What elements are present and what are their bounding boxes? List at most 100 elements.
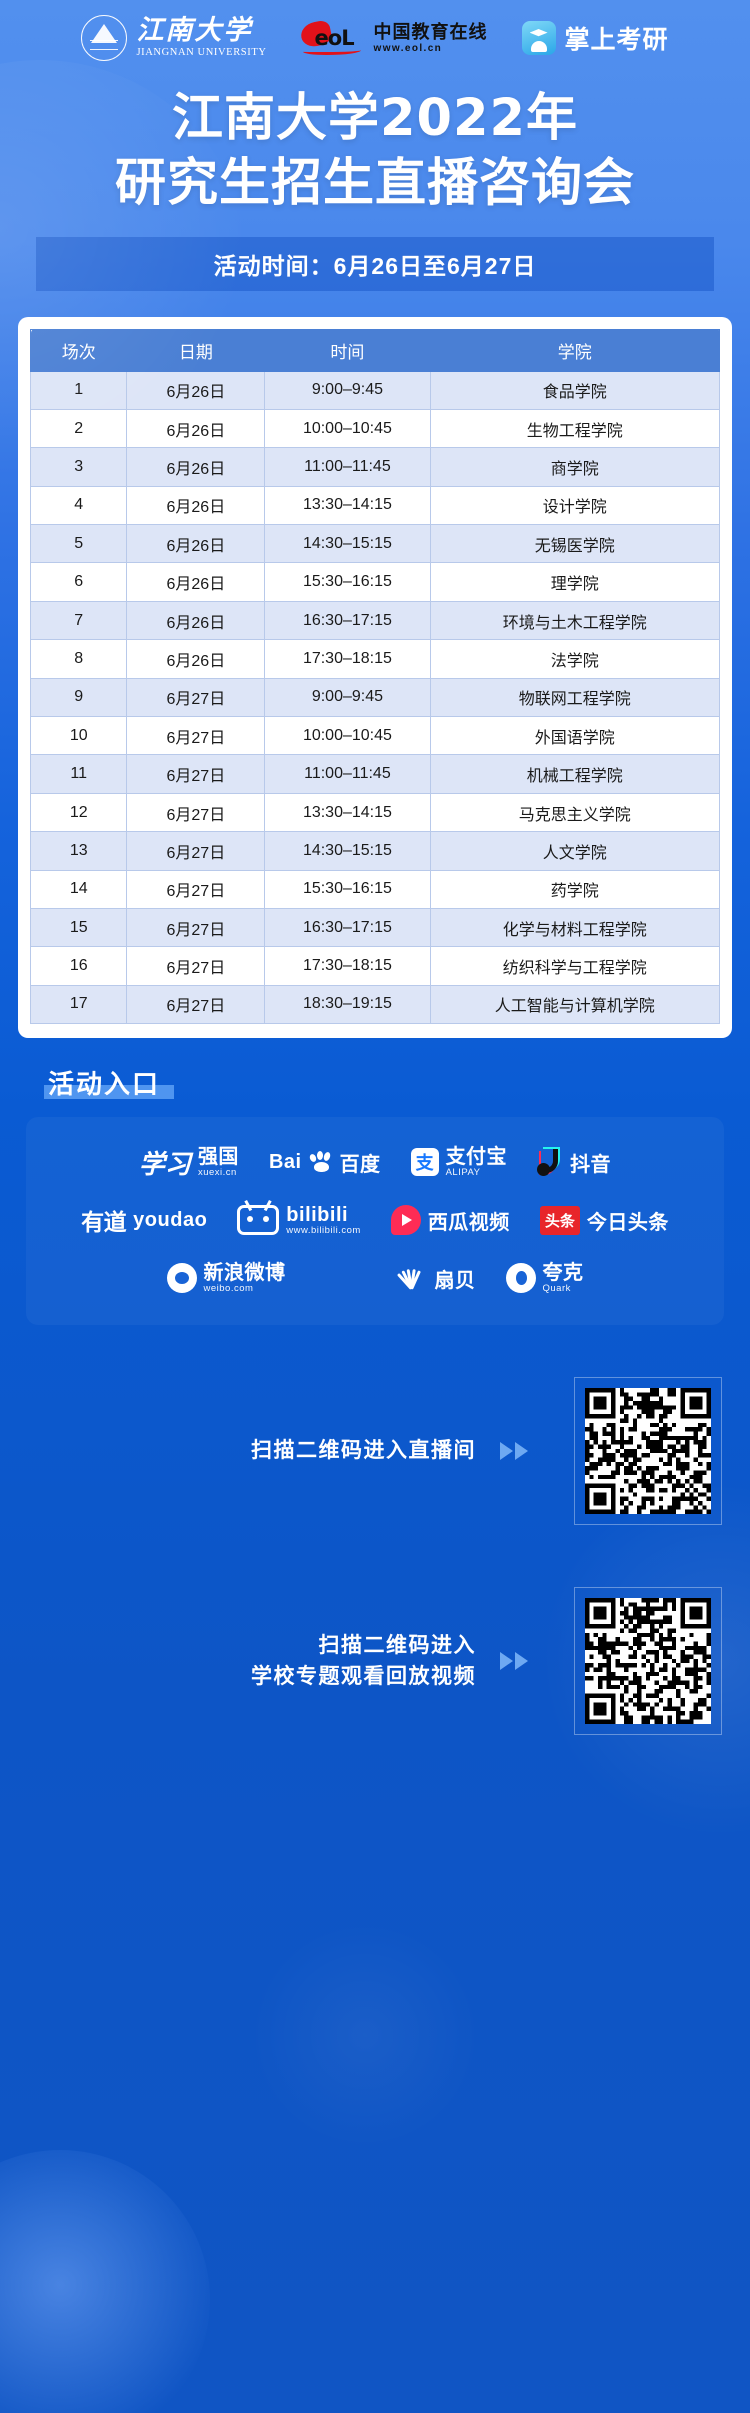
cell-time: 15:30–16:15 — [264, 869, 431, 910]
douyin-icon — [537, 1148, 563, 1177]
activity-time-text: 活动时间：6月26日至6月27日 — [213, 252, 537, 279]
shanbei-icon — [396, 1265, 428, 1291]
table-row: 2 6月26日 10:00–10:45 生物工程学院 — [29, 408, 721, 449]
cell-college: 商学院 — [429, 447, 721, 487]
platform-label: 西瓜视频 — [427, 1211, 510, 1234]
platform-row-1: 学习 强国 xuexi.cn Bai 百度 支付宝 ALIPAY — [36, 1133, 714, 1191]
qr-frame-replay-video[interactable] — [574, 1587, 722, 1736]
table-row: 7 6月26日 16:30–17:15 环境与土木工程学院 — [29, 600, 721, 641]
platform-alipay[interactable]: 支付宝 ALIPAY — [410, 1146, 508, 1178]
alipay-icon — [410, 1148, 439, 1177]
graduation-cap-icon — [521, 21, 556, 55]
cell-college: 化学与材料工程学院 — [429, 907, 721, 948]
cell-date: 6月26日 — [126, 447, 266, 487]
cell-session: 12 — [29, 792, 128, 833]
eol-url: www.eol.cn — [373, 42, 443, 54]
logo-eol: eoL 中国教育在线 www.eol.cn — [298, 19, 488, 56]
youdao-icon: 有道 — [81, 1209, 127, 1236]
qr-section-live-room: 扫描二维码进入直播间 — [0, 1377, 750, 1526]
schedule-table: 场次 日期 时间 学院 1 6月26日 9:00–9:45 食品学院 2 6月26日 10:… — [29, 328, 721, 1025]
cell-college: 生物工程学院 — [429, 408, 721, 449]
platform-label: 今日头条 — [586, 1211, 669, 1234]
platform-toutiao[interactable]: 头条 今日头条 — [539, 1205, 669, 1235]
cell-college: 纺织科学与工程学院 — [429, 946, 721, 986]
column-header-session: 场次 — [29, 328, 128, 372]
qr-caption-replay-video: 扫描二维码进入 学校专题观看回放视频 — [28, 1630, 482, 1693]
cell-college: 理学院 — [429, 562, 721, 602]
jiangnan-name-cn: 江南大学 — [136, 15, 253, 46]
platform-bilibili[interactable]: bilibili www.bilibili.com — [237, 1204, 361, 1236]
column-header-college: 学院 — [429, 328, 721, 372]
cell-time: 16:30–17:15 — [264, 600, 431, 641]
xuexi-qiangguo-icon: 学习 — [138, 1149, 191, 1179]
platform-xuexi-qiangguo[interactable]: 学习 强国 xuexi.cn — [139, 1144, 239, 1181]
platform-douyin[interactable]: 抖音 — [537, 1148, 611, 1177]
cell-time: 17:30–18:15 — [264, 946, 431, 986]
platform-label: 抖音 — [570, 1153, 612, 1176]
cell-session: 17 — [29, 984, 128, 1025]
platform-xigua-video[interactable]: 西瓜视频 — [390, 1205, 510, 1236]
cell-session: 2 — [29, 408, 128, 449]
title-line-1: 江南大学2022年 — [172, 89, 578, 148]
xigua-video-icon — [390, 1205, 421, 1236]
cell-college: 法学院 — [429, 639, 721, 679]
schedule-card: 场次 日期 时间 学院 1 6月26日 9:00–9:45 食品学院 2 6月26日 10:… — [18, 316, 732, 1039]
cell-college: 物联网工程学院 — [429, 677, 721, 718]
eol-mark-icon: eoL — [298, 19, 365, 56]
platform-logo-panel: 学习 强国 xuexi.cn Bai 百度 支付宝 ALIPAY — [26, 1117, 724, 1326]
bilibili-icon — [237, 1205, 280, 1236]
cell-time: 13:30–14:15 — [264, 485, 431, 526]
platform-row-3: 新浪微博 weibo.com 扇贝 夸克 Quark — [36, 1249, 714, 1307]
table-row: 15 6月27日 16:30–17:15 化学与材料工程学院 — [29, 907, 721, 948]
title-line-2: 研究生招生直播咨询会 — [114, 154, 635, 214]
platform-sub: xuexi.cn — [197, 1166, 237, 1178]
weibo-icon — [166, 1263, 197, 1294]
qr-caption-live-room: 扫描二维码进入直播间 — [251, 1438, 476, 1462]
table-row: 17 6月27日 18:30–19:15 人工智能与计算机学院 — [29, 984, 721, 1025]
cell-date: 6月26日 — [126, 485, 266, 526]
table-row: 5 6月26日 14:30–15:15 无锡医学院 — [29, 524, 721, 564]
cell-college: 人工智能与计算机学院 — [429, 984, 721, 1025]
zhangshang-kaoyan-name: 掌上考研 — [564, 25, 669, 54]
platform-label: 新浪微博 — [203, 1261, 286, 1284]
jiangnan-seal-icon — [81, 15, 128, 61]
platform-shanbei[interactable]: 扇贝 — [396, 1264, 476, 1293]
cell-college: 环境与土木工程学院 — [429, 600, 721, 641]
platform-label: 强国 — [197, 1145, 239, 1168]
cell-college: 食品学院 — [429, 370, 721, 410]
cell-session: 6 — [29, 562, 128, 602]
column-header-date: 日期 — [126, 328, 266, 372]
table-row: 9 6月27日 9:00–9:45 物联网工程学院 — [29, 677, 721, 718]
jiangnan-name-en: JIANGNAN UNIVERSITY — [136, 47, 267, 59]
double-chevron-right-icon — [500, 1652, 528, 1671]
schedule-table-body: 1 6月26日 9:00–9:45 食品学院 2 6月26日 10:00–10:45 生物工程… — [29, 370, 721, 1025]
platform-youdao[interactable]: 有道 youdao — [81, 1203, 207, 1237]
platform-label: bilibili — [286, 1203, 349, 1226]
entry-heading-text: 活动入口 — [48, 1069, 161, 1100]
platform-sub: weibo.com — [203, 1282, 254, 1294]
cell-session: 16 — [29, 946, 128, 986]
qr-frame-live-room[interactable] — [574, 1377, 722, 1526]
activity-time-banner: 活动时间：6月26日至6月27日 — [36, 236, 714, 291]
cell-date: 6月27日 — [126, 677, 266, 718]
table-row: 6 6月26日 15:30–16:15 理学院 — [29, 562, 721, 602]
platform-label: 百度 — [339, 1153, 381, 1176]
cell-time: 9:00–9:45 — [264, 370, 431, 410]
platform-weibo[interactable]: 新浪微博 weibo.com — [166, 1261, 286, 1294]
platform-quark[interactable]: 夸克 Quark — [505, 1262, 584, 1294]
qr-section-replay-video: 扫描二维码进入 学校专题观看回放视频 — [0, 1587, 750, 1736]
eol-name-cn: 中国教育在线 — [373, 21, 488, 42]
logo-jiangnan-university: 江南大学 JIANGNAN UNIVERSITY — [81, 15, 266, 61]
cell-date: 6月27日 — [126, 946, 266, 986]
table-row: 13 6月27日 14:30–15:15 人文学院 — [29, 831, 721, 871]
cell-time: 14:30–15:15 — [264, 831, 431, 871]
decorative-blob-bottom-left — [0, 2150, 210, 2413]
cell-session: 4 — [29, 485, 128, 526]
cell-date: 6月26日 — [126, 600, 266, 641]
qr-caption-replay-line-1: 扫描二维码进入 — [318, 1633, 476, 1657]
baidu-wordmark: Bai — [268, 1150, 302, 1173]
platform-baidu[interactable]: Bai 百度 — [269, 1148, 381, 1177]
cell-college: 设计学院 — [429, 485, 721, 526]
cell-date: 6月26日 — [126, 639, 266, 679]
cell-time: 10:00–10:45 — [264, 408, 431, 449]
